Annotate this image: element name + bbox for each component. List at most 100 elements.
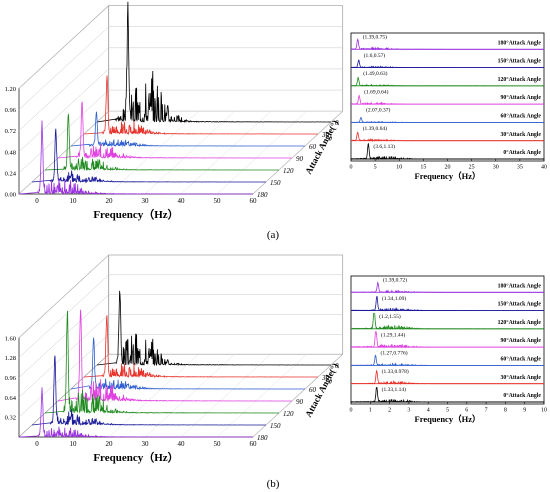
x-axis-title: Frequency（Hz） bbox=[93, 208, 178, 221]
grid-line-floor bbox=[180, 354, 271, 438]
y-tick-label: 1.28 bbox=[5, 355, 16, 362]
x-tick-label: 50 bbox=[214, 440, 222, 448]
peak-annotation: (3.6,1.13) bbox=[373, 143, 395, 150]
grid-line-floor bbox=[144, 354, 235, 438]
z-tick-label: 120 bbox=[283, 167, 294, 175]
z-tick-label: 180 bbox=[257, 191, 268, 199]
series-line bbox=[350, 354, 544, 367]
grid-line-floor bbox=[252, 111, 343, 195]
series-line bbox=[351, 94, 544, 106]
x-tick-label: 50 bbox=[214, 197, 222, 205]
x-tick-label: 25 bbox=[469, 165, 475, 171]
x-tick-label: 5 bbox=[446, 408, 449, 414]
x-tick-label: 0 bbox=[350, 165, 353, 171]
x-tick-label: 6 bbox=[465, 408, 468, 414]
x-axis-title: Frequency（Hz） bbox=[93, 451, 178, 464]
grid-line-side bbox=[18, 89, 109, 174]
figure-label-a: (a) bbox=[267, 229, 280, 241]
grid-line-floor bbox=[180, 111, 271, 195]
legend-label: 120°Attack Angle bbox=[498, 319, 542, 326]
peak-annotation: (1.2,1.55) bbox=[379, 313, 401, 320]
series-line-150deg bbox=[31, 128, 266, 184]
x-tick-label: 5 bbox=[374, 165, 377, 171]
x-tick-label: 20 bbox=[106, 440, 114, 448]
z-tick-label: 150 bbox=[270, 179, 281, 187]
x-tick-label: 3 bbox=[407, 408, 410, 414]
legend-label: 150°Attack Angle bbox=[498, 301, 542, 308]
y-tick-label: 0.64 bbox=[5, 395, 17, 402]
x-tick-label: 10 bbox=[70, 440, 78, 448]
legend-label: 180°Attack Angle bbox=[498, 282, 542, 289]
grid-line-side bbox=[18, 68, 109, 152]
peak-annotation: (1.27,0.776) bbox=[381, 350, 408, 357]
series-line-150deg bbox=[31, 355, 266, 426]
x-tick-label: 60 bbox=[250, 197, 258, 205]
x-tick-label: 30 bbox=[142, 197, 150, 205]
chart-a-3d: 0.00 0.24 0.48 0.72 0.96 1.20 0 10 20 30 40 50 60 0 30… bbox=[5, 1, 344, 221]
x-axis-title: Frequency（Hz） bbox=[415, 414, 481, 424]
series-line bbox=[350, 116, 544, 124]
x-tick-label: 30 bbox=[142, 440, 150, 448]
z-tick-label: 30 bbox=[321, 374, 330, 382]
peak-annotation: (1.39,0.72) bbox=[383, 277, 407, 284]
chart-b-2d: 180°Attack Angle (1.39,0.72) 150°Attack An… bbox=[350, 275, 547, 424]
grid-line-side bbox=[18, 254, 109, 338]
x-axis-title: Frequency（Hz） bbox=[415, 171, 481, 181]
x-tick-label: 9 bbox=[523, 408, 526, 414]
z-tick-label: 90 bbox=[296, 398, 304, 406]
peak-annotation: (1.29,1.44) bbox=[381, 331, 405, 338]
grid-line-side bbox=[18, 314, 109, 398]
x-tick-label: 1 bbox=[369, 408, 372, 414]
x-tick-label: 0 bbox=[35, 440, 39, 448]
x-tick-label: 15 bbox=[420, 165, 426, 171]
grid-line-side bbox=[18, 26, 109, 110]
y-tick-label: 0.96 bbox=[5, 375, 17, 382]
grid-line-floor bbox=[216, 111, 307, 195]
legend-label: 30°Attack Angle bbox=[501, 131, 542, 138]
series-line-90deg bbox=[57, 309, 292, 403]
x-tick-label: 10 bbox=[396, 165, 402, 171]
z-tick-label: 0 bbox=[335, 119, 339, 127]
y-tick-label: 1.60 bbox=[5, 335, 16, 342]
grid-line-side bbox=[18, 274, 109, 358]
x-tick-label: 0 bbox=[350, 408, 353, 414]
z-tick-label: 60 bbox=[309, 143, 317, 151]
grid-line-side bbox=[18, 5, 109, 89]
series-line bbox=[351, 281, 544, 294]
legend-label: 90°Attack Angle bbox=[501, 94, 542, 101]
x-tick-label: 60 bbox=[250, 440, 258, 448]
y-tick-label: 0.00 bbox=[5, 192, 16, 199]
y-tick-label: 0.96 bbox=[5, 107, 17, 114]
legend-label: 90°Attack Angle bbox=[501, 337, 542, 344]
z-tick-label: 60 bbox=[309, 386, 317, 394]
x-tick-label: 7 bbox=[485, 408, 488, 414]
peak-annotation: (2.07,0.37) bbox=[366, 107, 390, 114]
z-tick-label: 30 bbox=[321, 131, 330, 139]
legend-label: 60°Attack Angle bbox=[501, 355, 542, 362]
peak-annotation: (1.69,0.64) bbox=[364, 88, 388, 95]
series-line-180deg bbox=[18, 120, 253, 196]
legend-label: 120°Attack Angle bbox=[498, 76, 542, 83]
figure-label-b: (b) bbox=[267, 478, 280, 490]
series-line bbox=[350, 131, 544, 142]
grid-line-floor bbox=[108, 354, 199, 438]
grid-line-side bbox=[18, 47, 109, 131]
y-tick-label: 0.72 bbox=[5, 128, 16, 135]
y-tick-label: 1.20 bbox=[5, 86, 16, 93]
z-tick-label: 150 bbox=[270, 422, 281, 430]
series-line-120deg bbox=[44, 113, 279, 172]
y-tick-label: 0.32 bbox=[5, 415, 16, 422]
x-tick-label: 0 bbox=[35, 197, 39, 205]
series-line-90deg bbox=[57, 101, 292, 160]
z-tick-label: 0 bbox=[335, 362, 339, 370]
x-tick-label: 40 bbox=[178, 440, 186, 448]
series-line-60deg bbox=[70, 111, 305, 148]
series-line-30deg bbox=[83, 75, 318, 136]
back-wall bbox=[108, 5, 344, 112]
legend-label: 150°Attack Angle bbox=[498, 58, 542, 65]
back-wall bbox=[108, 254, 344, 355]
grid-line-side bbox=[18, 294, 109, 378]
legend-label: 0°Attack Angle bbox=[503, 149, 541, 156]
series-line bbox=[350, 76, 544, 87]
